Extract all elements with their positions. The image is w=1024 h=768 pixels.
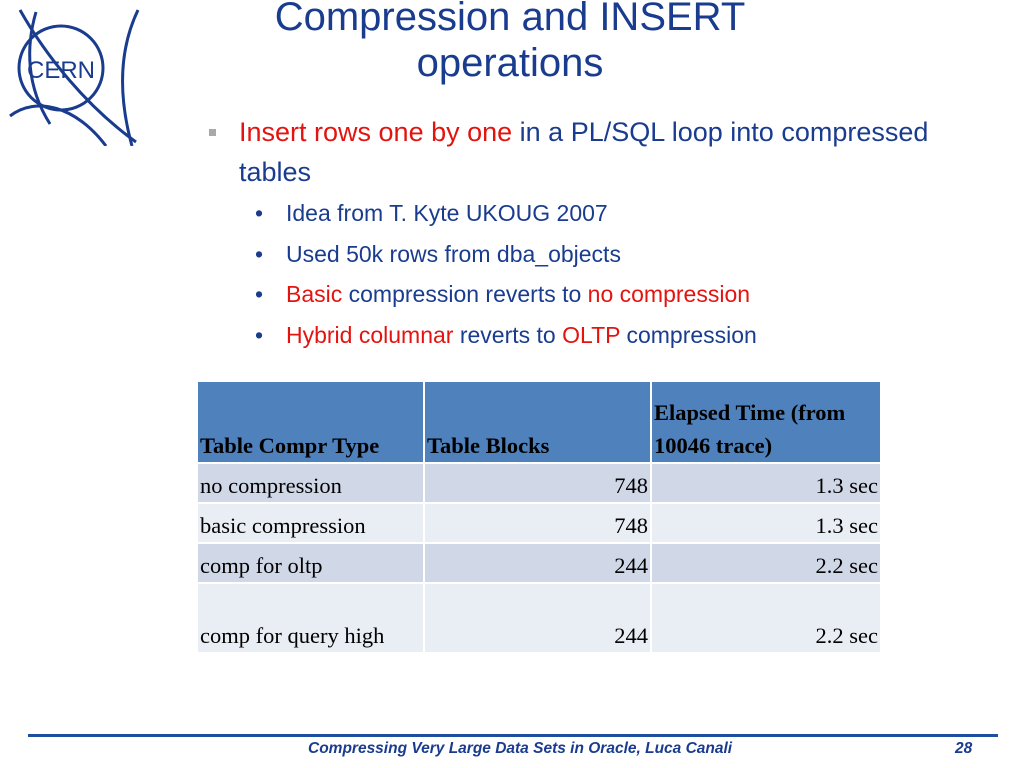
- cern-logo: CERN: [9, 9, 140, 146]
- main-bullet-text: in a PL/SQL loop into compressed tables: [239, 117, 929, 187]
- table-row: no compression 748 1.3 sec: [196, 462, 882, 504]
- header-elapsed-time: Elapsed Time (from 10046 trace): [650, 380, 882, 464]
- header-table-compr-type: Table Compr Type: [196, 380, 425, 464]
- sub-bullet-item: • Used 50k rows from dba_objects: [205, 241, 995, 268]
- sub-bullet-item: • Basic compression reverts to no compres…: [205, 281, 995, 308]
- cell-elapsed: 2.2 sec: [650, 542, 882, 584]
- sub-bullet-highlight: Hybrid columnar: [286, 321, 454, 348]
- sub-bullet-text: compression reverts to: [342, 281, 588, 307]
- sub-bullet-list: • Idea from T. Kyte UKOUG 2007 • Used 50k r…: [205, 200, 995, 349]
- cell-blocks: 244: [423, 582, 652, 654]
- cell-type: comp for oltp: [196, 542, 425, 584]
- cell-type: no compression: [196, 462, 425, 504]
- cell-elapsed: 1.3 sec: [650, 462, 882, 504]
- cern-logo-text: CERN: [27, 57, 95, 84]
- square-bullet-icon: [209, 129, 216, 136]
- bullet-dot-icon: •: [255, 281, 264, 307]
- slide-title: Compression and INSERT operations: [190, 0, 830, 86]
- sub-bullet-text: reverts to: [453, 321, 563, 348]
- main-bullet: Insert rows one by one in a PL/SQL loop …: [205, 112, 995, 192]
- cell-elapsed: 1.3 sec: [650, 502, 882, 544]
- cell-type: basic compression: [196, 502, 425, 544]
- sub-bullet-text: compression: [620, 321, 757, 348]
- footer-text: Compressing Very Large Data Sets in Orac…: [308, 740, 733, 757]
- table-row: comp for query high 244 2.2 sec: [196, 582, 882, 654]
- sub-bullet-text: Used 50k rows from dba_objects: [286, 240, 621, 267]
- slide-title-line1: Compression and INSERT: [274, 0, 746, 39]
- header-table-blocks: Table Blocks: [423, 380, 652, 464]
- table-row: basic compression 748 1.3 sec: [196, 502, 882, 544]
- slide-title-line2: operations: [416, 41, 604, 85]
- sub-bullet-text: Idea from T. Kyte UKOUG 2007: [286, 200, 608, 226]
- cell-blocks: 748: [423, 462, 652, 504]
- main-bullet-highlight: Insert rows one by one: [239, 117, 513, 147]
- cell-elapsed: 2.2 sec: [650, 582, 882, 654]
- cell-blocks: 244: [423, 542, 652, 584]
- page-number: 28: [955, 740, 973, 757]
- cell-blocks: 748: [423, 502, 652, 544]
- bullet-list: Insert rows one by one in a PL/SQL loop …: [205, 112, 995, 362]
- cell-type: comp for query high: [196, 582, 425, 654]
- table-row: comp for oltp 244 2.2 sec: [196, 542, 882, 584]
- table-header-row: Table Compr Type Table Blocks Elapsed Ti…: [196, 380, 882, 464]
- bullet-dot-icon: •: [255, 321, 264, 348]
- sub-bullet-item: • Hybrid columnar reverts to OLTP compres…: [205, 322, 995, 349]
- sub-bullet-item: • Idea from T. Kyte UKOUG 2007: [205, 200, 995, 227]
- sub-bullet-highlight: OLTP: [562, 321, 621, 348]
- compression-table: Table Compr Type Table Blocks Elapsed Ti…: [196, 380, 882, 654]
- sub-bullet-highlight: Basic: [286, 281, 343, 307]
- bullet-dot-icon: •: [255, 200, 264, 226]
- bullet-dot-icon: •: [255, 240, 264, 267]
- footer-divider: [28, 734, 998, 737]
- sub-bullet-highlight: no compression: [587, 281, 751, 307]
